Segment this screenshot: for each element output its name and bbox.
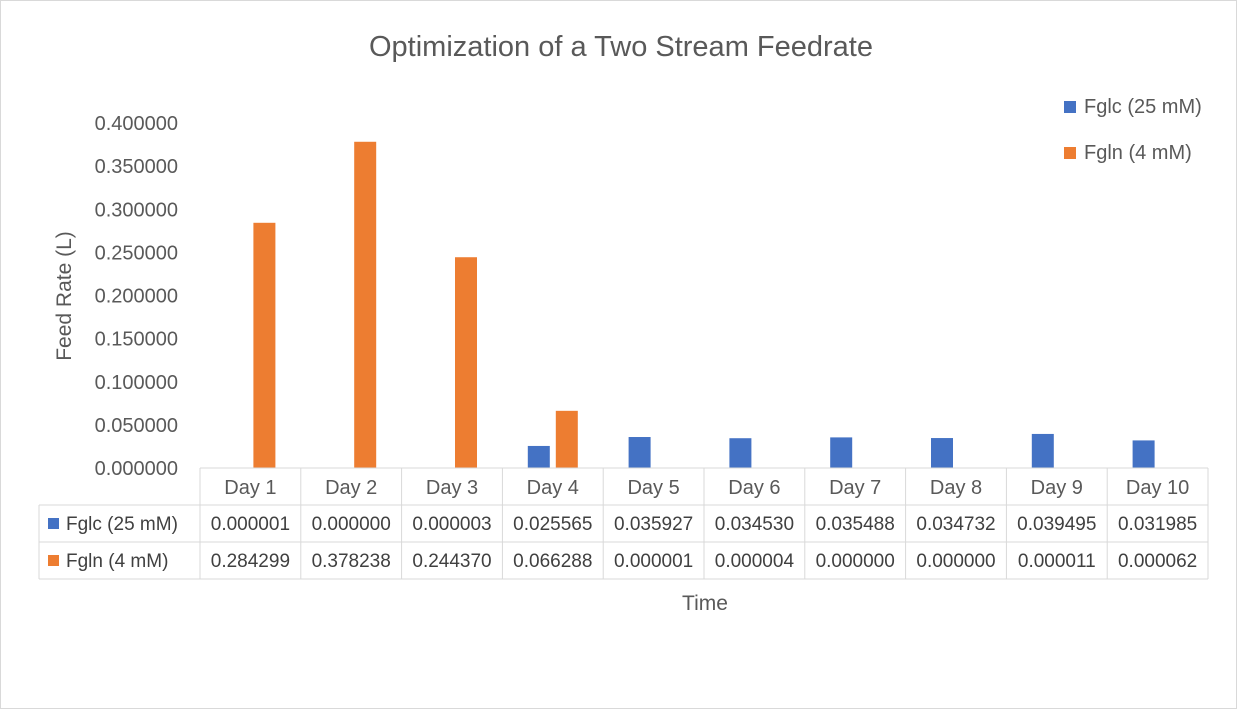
bars-group [225, 141, 1183, 469]
y-tick-label: 0.050000 [95, 415, 178, 437]
y-tick-label: 0.200000 [95, 286, 178, 308]
table-cell-value: 0.000000 [816, 551, 895, 572]
x-tick-label: Day 2 [325, 477, 377, 499]
bar-series2-1 [253, 222, 276, 468]
bar-series1-10 [1132, 440, 1155, 468]
bar-series1-6 [729, 438, 752, 468]
y-tick-label: 0.100000 [95, 372, 178, 394]
table-cell-value: 0.000001 [614, 551, 693, 572]
y-tick-label: 0.150000 [95, 329, 178, 351]
x-tick-label: Day 4 [527, 477, 579, 499]
y-tick-label: 0.400000 [95, 113, 178, 135]
legend: Fglc (25 mM) Fgln (4 mM) [1064, 96, 1202, 164]
legend-key [1064, 147, 1076, 159]
x-tick-label: Day 1 [224, 477, 276, 499]
table-cell-value: 0.284299 [211, 551, 290, 572]
legend-key [1064, 101, 1076, 113]
table-cell-value: 0.000062 [1118, 551, 1197, 572]
table-legend-key [48, 518, 59, 529]
table-cell-value: 0.039495 [1017, 514, 1096, 535]
table-cell-value: 0.034530 [715, 514, 794, 535]
table-cell-value: 0.000003 [412, 514, 491, 535]
y-tick-label: 0.300000 [95, 199, 178, 221]
bar-series1-9 [1031, 433, 1054, 468]
x-tick-label: Day 9 [1031, 477, 1083, 499]
bar-series1-4 [527, 445, 550, 468]
table-cell-value: 0.034732 [916, 514, 995, 535]
table-series-name: Fglc (25 mM) [66, 514, 178, 535]
x-tick-label: Day 10 [1126, 477, 1189, 499]
table-cell-value: 0.244370 [412, 551, 491, 572]
table-cell-value: 0.066288 [513, 551, 592, 572]
chart-title: Optimization of a Two Stream Feedrate [369, 31, 873, 63]
y-tick-label: 0.350000 [95, 156, 178, 178]
table-cell-value: 0.000011 [1018, 551, 1096, 572]
x-tick-label: Day 5 [627, 477, 679, 499]
bar-series2-4 [555, 410, 578, 468]
bar-series1-5 [628, 437, 651, 468]
table-legend-key [48, 555, 59, 566]
bar-series1-8 [931, 438, 953, 468]
x-tick-label: Day 6 [728, 477, 780, 499]
table-cell-value: 0.378238 [312, 551, 391, 572]
x-tick-label: Day 8 [930, 477, 982, 499]
table-cell-value: 0.000000 [916, 551, 995, 572]
table-cell-value: 0.025565 [513, 514, 592, 535]
y-axis-ticks: 0.000000 0.050000 0.100000 0.150000 0.200000… [95, 113, 178, 480]
y-axis-title: Feed Rate (L) [53, 231, 76, 361]
bar-series2-2 [354, 141, 377, 469]
legend-label: Fgln (4 mM) [1084, 142, 1192, 164]
table-cell-value: 0.035927 [614, 514, 693, 535]
table-cell-value: 0.000004 [715, 551, 795, 572]
x-axis-title: Time [682, 592, 728, 615]
table-series-name: Fgln (4 mM) [66, 551, 168, 572]
table-cell-value: 0.000000 [312, 514, 391, 535]
data-table: Day 1 Day 2 Day 3 Day 4 Day 5 Day 6 Day 7 Day 8… [38, 467, 1209, 580]
y-tick-label: 0.250000 [95, 242, 178, 264]
bar-series1-7 [830, 437, 853, 468]
bar-series2-3 [455, 257, 477, 468]
table-cell-value: 0.000001 [211, 514, 290, 535]
table-cell-value: 0.031985 [1118, 514, 1197, 535]
table-cell-value: 0.035488 [816, 514, 895, 535]
legend-label: Fglc (25 mM) [1084, 96, 1202, 118]
y-tick-label: 0.000000 [95, 458, 178, 480]
x-tick-label: Day 7 [829, 477, 881, 499]
x-tick-label: Day 3 [426, 477, 478, 499]
